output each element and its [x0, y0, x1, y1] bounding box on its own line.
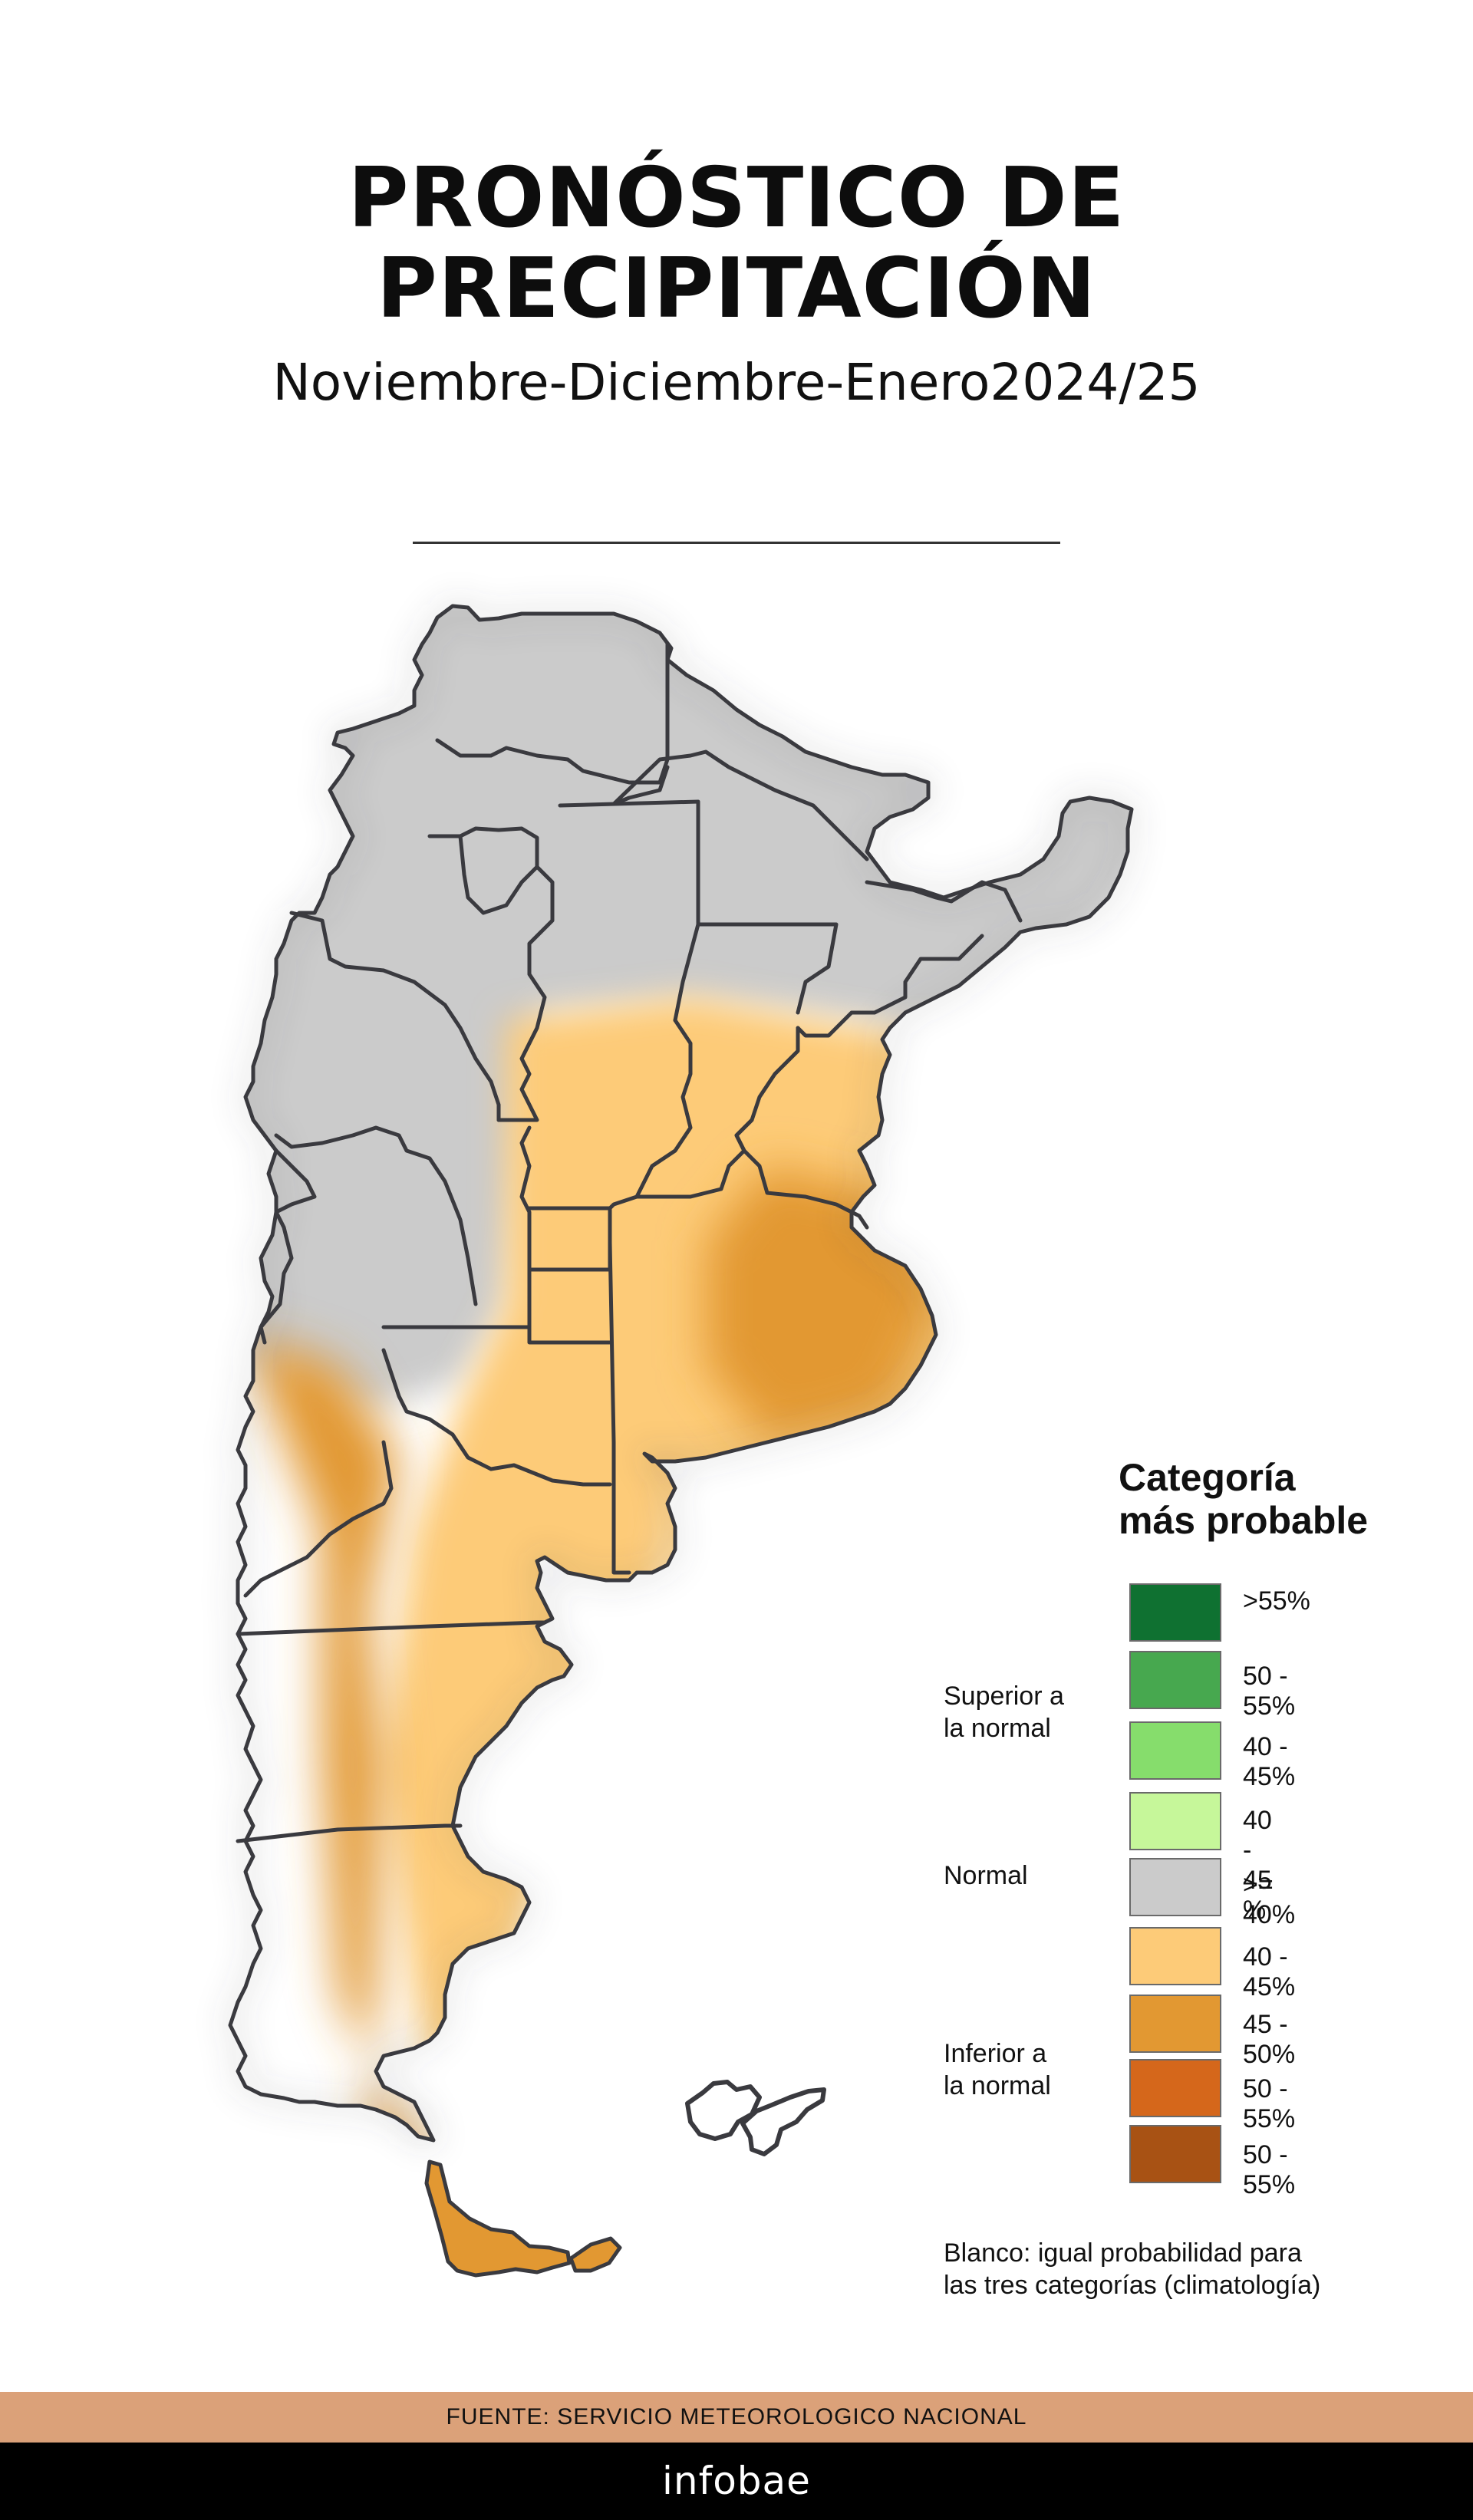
- header: PRONÓSTICO DE PRECIPITACIÓN Noviembre-Di…: [0, 153, 1473, 413]
- border-entrerios-buenos-aires: [742, 1148, 869, 1230]
- group-superior-line-2: la normal: [944, 1714, 1051, 1743]
- legend-note: Blanco: igual probabilidad para las tres…: [944, 2237, 1320, 2301]
- legend-title-line-2: más probable: [1119, 1499, 1369, 1542]
- border-corrientes-entrerios: [796, 934, 984, 1038]
- legend-title: Categoría más probable: [1119, 1456, 1441, 1542]
- legend-swatch: [1129, 2059, 1221, 2117]
- legend-swatch: [1129, 1927, 1221, 1985]
- border-catamarca-stgo: [427, 834, 555, 1046]
- group-inferior-line-1: Inferior a: [944, 2039, 1047, 2068]
- border-larioja-sanjuan: [274, 1125, 478, 1306]
- group-superior-line-1: Superior a: [944, 1682, 1064, 1711]
- border-sanluis-mendoza: [381, 1206, 612, 1329]
- border-jujuy-salta: [435, 642, 670, 785]
- tierra-del-fuego: [424, 2159, 622, 2278]
- border-lapampa-mendoza: [527, 1325, 612, 1345]
- group-label-superior: Superior a la normal: [944, 1680, 1064, 1744]
- legend-swatch: [1129, 1721, 1221, 1780]
- tierra-del-fuego-island: [424, 2159, 572, 2278]
- legend-note-line-1: Blanco: igual probabilidad para: [944, 2238, 1302, 2268]
- legend-label: 50 - 55%: [1243, 1662, 1296, 1721]
- border-salta-tucuman: [458, 826, 539, 915]
- title-line-1: PRONÓSTICO DE: [348, 150, 1125, 246]
- isla-de-los-estados: [568, 2236, 622, 2273]
- legend-label: >55%: [1243, 1586, 1310, 1616]
- malvinas-west: [685, 2080, 762, 2141]
- legend-swatch: [1129, 1583, 1221, 1642]
- border-larioja-cordoba: [496, 1041, 539, 1122]
- source-footer: FUENTE: SERVICIO METEOROLOGICO NACIONAL: [0, 2392, 1473, 2443]
- border-chaco-santafe: [696, 922, 839, 1015]
- legend-label: 50 - 55%: [1243, 2074, 1296, 2133]
- region-below-45-50-buenos-aires: [706, 1166, 944, 1442]
- border-cordoba-santafe: [608, 1018, 693, 1211]
- brand-logo: infobae: [662, 2459, 811, 2503]
- border-catamarca-larioja: [289, 911, 501, 1122]
- border-corrientes-misiones: [865, 880, 1023, 923]
- border-stgo-cordoba: [673, 922, 700, 1023]
- region-normal: [230, 606, 1132, 1412]
- border-rionegro-chubut: [236, 1620, 547, 1636]
- border-chubut-santacruz: [236, 1823, 463, 1843]
- legend-label: 40 - 45%: [1243, 1732, 1296, 1791]
- page-title: PRONÓSTICO DE PRECIPITACIÓN: [161, 153, 1312, 334]
- group-inferior-line-2: la normal: [944, 2071, 1051, 2100]
- malvinas-east: [740, 2087, 826, 2156]
- divider: [413, 542, 1060, 544]
- legend-swatch: [1129, 1858, 1221, 1916]
- legend-title-line-1: Categoría: [1119, 1456, 1296, 1499]
- border-salta-formosa: [611, 765, 670, 806]
- border-mendoza-neuquen: [381, 1348, 612, 1487]
- legend-label: 45 - 50%: [1243, 2010, 1296, 2069]
- border-formosa-chaco: [611, 749, 869, 861]
- brand-footer: infobae: [0, 2443, 1473, 2520]
- legend-note-line-2: las tres categorías (climatología): [944, 2271, 1321, 2300]
- islas-malvinas: [685, 2080, 826, 2156]
- border-santafe-entrerios: [734, 1118, 754, 1153]
- border-sanluis-cordoba: [519, 1125, 532, 1306]
- page-subtitle: Noviembre-Diciembre-Enero2024/25: [272, 353, 1201, 412]
- border-sanjuan-mendoza: [259, 1148, 317, 1345]
- argentina-outline: [228, 604, 1134, 2143]
- legend-swatch: [1129, 2125, 1221, 2183]
- province-borders: [236, 642, 1023, 1843]
- argentina-map: [0, 568, 1473, 2278]
- group-label-inferior: Inferior a la normal: [944, 2037, 1051, 2102]
- legend-label: 40 - 45 %: [1243, 1806, 1272, 1925]
- legend-swatch: [1129, 1792, 1221, 1850]
- legend-label: 40 - 45%: [1243, 1942, 1296, 2001]
- legend-swatch: [1129, 1995, 1221, 2053]
- legend-label: 50 - 55%: [1243, 2140, 1296, 2199]
- region-below-45-50-andes: [246, 1335, 614, 2140]
- title-line-2: PRECIPITACIÓN: [376, 241, 1097, 337]
- legend-label: >= 40%: [1243, 1870, 1296, 1929]
- legend-swatch: [1129, 1651, 1221, 1709]
- group-label-normal: Normal: [944, 1861, 1028, 1890]
- field-normal: [230, 606, 1132, 1412]
- border-neuquen-rionegro: [243, 1440, 394, 1598]
